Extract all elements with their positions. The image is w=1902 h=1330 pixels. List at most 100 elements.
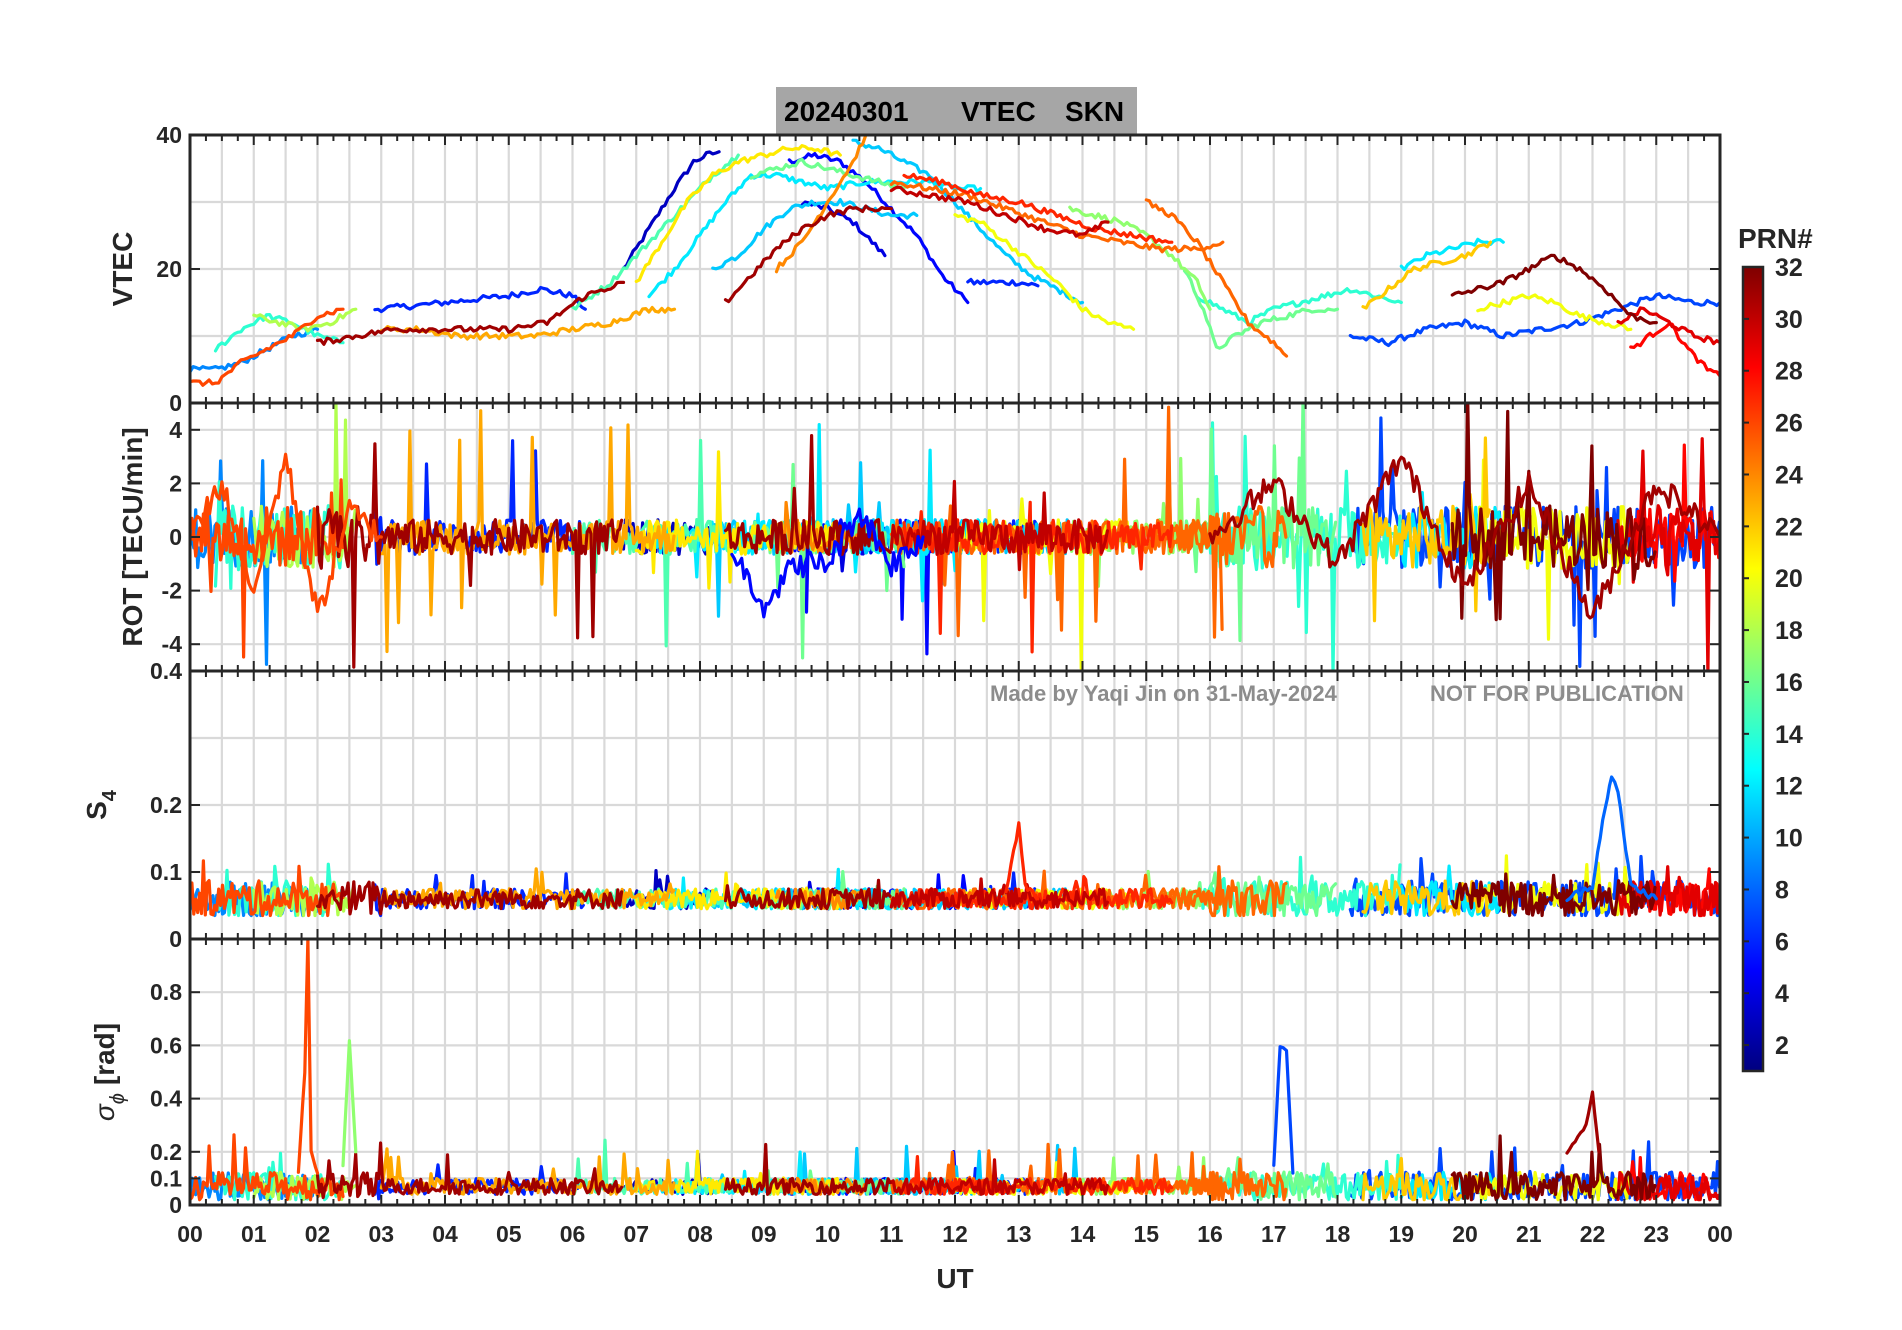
colorbar-tick-label: 22 xyxy=(1775,513,1803,541)
vtec-line-prn-16 xyxy=(1182,269,1340,350)
x-tick-label: 03 xyxy=(368,1221,394,1247)
watermark-notice: NOT FOR PUBLICATION xyxy=(1430,681,1684,706)
rot-ylabel: ROT [TECU/min] xyxy=(117,427,148,646)
sigma-event-prn-31 xyxy=(1565,1090,1601,1155)
rot-line-prn-22 xyxy=(1361,436,1491,623)
y-tick-label: 0 xyxy=(169,390,182,416)
vtec-line-prn-3 xyxy=(621,150,721,270)
y-tick-label: 0 xyxy=(169,1192,182,1218)
vtec-line-prn-21 xyxy=(634,144,842,283)
s4-line-prn-23 xyxy=(379,867,676,911)
x-tick-label: 17 xyxy=(1261,1221,1287,1247)
x-tick-label: 01 xyxy=(241,1221,267,1247)
sigma-line-prn-23 xyxy=(379,1147,676,1196)
s4-ylabel-base: S xyxy=(81,801,112,820)
vtec-line-prn-5 xyxy=(787,152,970,305)
x-tick-label: 11 xyxy=(879,1221,904,1247)
rot-line-prn-31 xyxy=(315,442,624,669)
colorbar-tick-label: 24 xyxy=(1775,461,1803,489)
colorbar-tick-label: 10 xyxy=(1775,825,1803,853)
vtec-line-prn-14 xyxy=(1195,287,1403,326)
y-tick-label: 0 xyxy=(169,926,182,952)
y-tick-label: 0.6 xyxy=(150,1032,182,1058)
x-tick-label: 15 xyxy=(1133,1221,1159,1247)
y-tick-label: 40 xyxy=(156,122,182,148)
rot-line-prn-30 xyxy=(889,479,1109,572)
y-tick-label: 0.1 xyxy=(150,1165,182,1191)
vtec-line-prn-7 xyxy=(1348,292,1720,348)
panel-frames xyxy=(188,133,1722,1207)
vtec-line-prn-28 xyxy=(1629,322,1720,378)
colorbar-tick-label: 14 xyxy=(1775,721,1803,749)
y-tick-label: 0.8 xyxy=(150,979,182,1005)
sigma-ylabel-sub: ϕ xyxy=(107,1093,129,1104)
rot-line-prn-23 xyxy=(379,409,676,654)
vtec-line-prn-6 xyxy=(373,285,587,314)
s4-ylabel: S4 xyxy=(81,789,121,820)
colorbar-tick-label: 2 xyxy=(1775,1032,1789,1060)
x-tick-label: 18 xyxy=(1325,1221,1351,1247)
sigma-phi-ylabel: σϕ [rad] xyxy=(89,1023,129,1121)
s4-line-prn-30 xyxy=(889,877,1109,910)
x-tick-label: 16 xyxy=(1197,1221,1223,1247)
colorbar-tick-label: 20 xyxy=(1775,565,1803,593)
vtec-line-prn-20 xyxy=(1476,293,1633,332)
sigma-event-prn-17 xyxy=(341,1039,358,1168)
colorbar-tick-label: 32 xyxy=(1775,254,1803,282)
y-tick-label: 0.2 xyxy=(150,792,182,818)
sigma-line-prn-31 xyxy=(723,1142,892,1196)
y-tick-label: 2 xyxy=(169,470,182,496)
sigma-line-prn-24 xyxy=(774,1176,867,1196)
x-tick-label: 14 xyxy=(1070,1221,1096,1247)
rot-event-prn-5 xyxy=(730,507,925,619)
vtec-line-prn-30 xyxy=(889,185,1110,238)
colorbar-tick-label: 16 xyxy=(1775,669,1803,697)
sigma-ylabel-unit: [rad] xyxy=(89,1023,120,1085)
x-tick-label: 00 xyxy=(1707,1221,1733,1247)
vtec-line-prn-16 xyxy=(749,157,906,191)
s4-event-prn-27 xyxy=(1004,821,1040,901)
title-parameter: VTEC xyxy=(961,96,1036,127)
colorbar-tick-label: 30 xyxy=(1775,306,1803,334)
sigma-line-prn-30 xyxy=(889,1158,1109,1196)
y-tick-label: 4 xyxy=(169,417,182,443)
x-tick-label: 21 xyxy=(1516,1221,1542,1247)
svg-text:S4: S4 xyxy=(81,789,121,820)
y-tick-label: -2 xyxy=(162,578,182,604)
watermark-credit: Made by Yaqi Jin on 31-May-2024 xyxy=(990,681,1338,706)
vtec-line-prn-23 xyxy=(379,305,677,341)
s4-line-prn-29 xyxy=(1616,865,1720,918)
y-tick-label: -4 xyxy=(162,631,183,657)
sigma-ylabel-symbol: σ xyxy=(89,1103,120,1121)
svg-text:σϕ[rad]: σϕ [rad] xyxy=(89,1023,129,1121)
s4-line-prn-22 xyxy=(1361,879,1491,918)
vtec-line-prn-20 xyxy=(953,213,1136,331)
title-station: SKN xyxy=(1065,96,1124,127)
vtec-line-prn-6 xyxy=(966,277,1040,288)
colorbar-tick-label: 28 xyxy=(1775,358,1803,386)
s4-event-prn-8 xyxy=(1565,775,1658,903)
x-tick-label: 20 xyxy=(1452,1221,1478,1247)
colorbar-tick-label: 6 xyxy=(1775,928,1789,956)
vtec-line-prn-32 xyxy=(1450,253,1658,325)
s4-line-prn-26 xyxy=(190,859,345,918)
x-tick-label: 23 xyxy=(1643,1221,1669,1247)
s4-series-group xyxy=(190,775,1720,918)
figure-title: 20240301 VTEC SKN xyxy=(776,87,1137,135)
vtec-line-prn-31 xyxy=(723,204,893,304)
x-tick-label: 06 xyxy=(560,1221,586,1247)
vtec-line-prn-12 xyxy=(1399,237,1505,272)
s4-ylabel-sub: 4 xyxy=(99,789,121,801)
vtec-line-prn-22 xyxy=(1361,240,1493,310)
colorbar-gradient xyxy=(1741,265,1765,1073)
x-tick-label: 13 xyxy=(1006,1221,1032,1247)
vtec-line-prn-26 xyxy=(190,307,345,387)
s4-line-prn-18 xyxy=(252,876,357,918)
x-tick-label: 19 xyxy=(1388,1221,1414,1247)
rot-event-prn-26 xyxy=(190,452,383,613)
sigma-event-prn-7 xyxy=(1272,1045,1295,1175)
rot-event-prn-31 xyxy=(1208,455,1720,620)
